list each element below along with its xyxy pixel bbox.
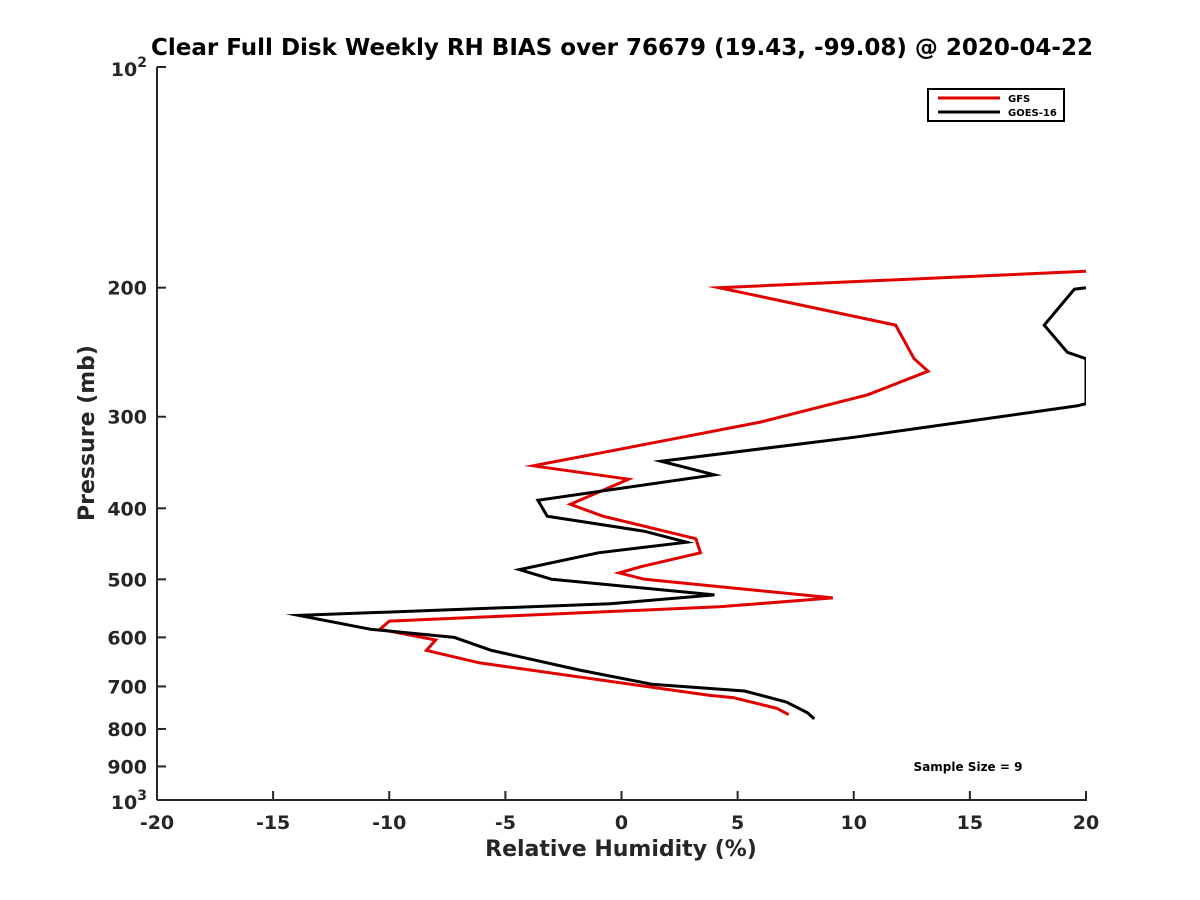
y-tick-label: 102 xyxy=(111,55,147,81)
axes-layer: -20 -15 -10 -5 0 5 10 15 20 102 200 300 400 500 600 700… xyxy=(107,55,1099,834)
y-axis-label: Pressure (mb) xyxy=(75,345,100,521)
x-axis-label: Relative Humidity (%) xyxy=(485,837,757,862)
series-line-goes-16 xyxy=(285,286,1086,721)
y-tick-label: 600 xyxy=(107,627,147,649)
x-tick-label: 10 xyxy=(841,812,867,834)
x-tick-label: -10 xyxy=(372,812,406,834)
y-tick-label: 400 xyxy=(107,498,147,520)
series-layer xyxy=(285,269,1086,721)
y-tick-label: 200 xyxy=(107,278,147,300)
x-tick-label: 5 xyxy=(731,812,744,834)
legend-box xyxy=(927,88,1065,122)
legend-label: GFS xyxy=(1008,94,1030,105)
x-tick-label: 0 xyxy=(615,812,628,834)
y-tick-label: 800 xyxy=(107,719,147,741)
x-tick-label: -20 xyxy=(140,812,174,834)
plot-area: -20 -15 -10 -5 0 5 10 15 20 102 200 300 400 500 600 700… xyxy=(107,55,1099,834)
legend-label: GOES-16 xyxy=(1008,108,1057,119)
chart-title: Clear Full Disk Weekly RH BIAS over 7667… xyxy=(151,35,1093,61)
legend: GFS GOES-16 xyxy=(927,88,1065,122)
sample-size-annotation: Sample Size = 9 xyxy=(914,760,1023,774)
y-tick-label: 103 xyxy=(111,788,147,814)
x-tick-label: 15 xyxy=(957,812,983,834)
x-tick-label: -15 xyxy=(256,812,290,834)
y-tick-label: 500 xyxy=(107,569,147,591)
y-tick-label: 300 xyxy=(107,407,147,429)
x-tick-label: -5 xyxy=(495,812,516,834)
y-tick-label: 700 xyxy=(107,676,147,698)
y-tick-label: 900 xyxy=(107,756,147,778)
x-tick-label: 20 xyxy=(1073,812,1099,834)
series-line-gfs xyxy=(376,269,1086,717)
